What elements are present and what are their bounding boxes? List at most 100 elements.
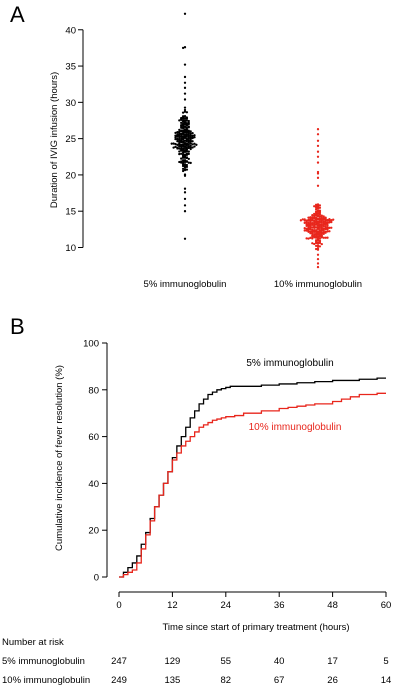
data-point: [307, 216, 310, 219]
data-point: [180, 124, 183, 128]
risk-cell: 17: [327, 656, 338, 667]
panel-a-points: [170, 12, 335, 269]
panel-b-letter: B: [10, 314, 25, 339]
data-point: [316, 128, 320, 131]
data-point: [183, 191, 187, 194]
data-point: [320, 221, 323, 224]
risk-cell: 5: [383, 656, 389, 667]
data-point: [311, 223, 314, 226]
data-point: [316, 210, 320, 213]
data-point: [183, 125, 187, 129]
data-point: [183, 160, 187, 164]
data-point: [316, 161, 320, 164]
data-point: [183, 166, 187, 169]
data-point: [299, 219, 303, 222]
y-tick-label: 80: [88, 385, 99, 396]
legend-10pct-label: 10% immunoglobulin: [249, 422, 342, 433]
panel-b-x-axis-label: Time since start of primary treatment (h…: [162, 622, 349, 633]
x-tick-label: 48: [327, 600, 338, 611]
data-point: [316, 239, 320, 242]
category-label: 5% immunoglobulin: [144, 279, 227, 290]
data-point: [181, 127, 185, 130]
data-point: [326, 224, 329, 227]
data-point: [320, 229, 323, 232]
data-point: [305, 229, 308, 232]
x-tick-label: 24: [221, 600, 232, 611]
data-point: [183, 146, 187, 150]
data-point: [183, 12, 187, 15]
data-point: [187, 122, 190, 126]
data-point: [183, 136, 187, 140]
data-point: [185, 111, 189, 114]
data-point: [180, 140, 183, 144]
data-point: [187, 157, 190, 160]
panel-a-category-labels: 5% immunoglobulin 10% immunoglobulin: [144, 279, 363, 290]
y-tick-label: 40: [65, 25, 76, 36]
data-point: [183, 143, 187, 146]
y-tick-label: 15: [65, 207, 76, 218]
data-point: [174, 131, 177, 135]
data-point: [313, 236, 316, 239]
data-point: [187, 161, 190, 164]
data-point: [183, 86, 187, 89]
data-point: [181, 141, 185, 144]
data-point: [305, 222, 308, 226]
data-point: [181, 111, 185, 114]
data-point: [185, 139, 189, 143]
data-point: [326, 226, 329, 229]
data-point: [191, 146, 194, 149]
data-point: [314, 241, 318, 245]
data-point: [316, 172, 320, 175]
data-point: [314, 223, 318, 226]
data-point: [191, 143, 194, 146]
data-point: [314, 244, 318, 247]
data-point: [316, 222, 320, 225]
data-point: [183, 114, 187, 118]
data-point: [181, 151, 185, 154]
data-point: [178, 128, 181, 132]
category-label: 10% immunoglobulin: [274, 279, 362, 290]
data-point: [181, 156, 185, 159]
data-point: [309, 236, 312, 239]
data-point: [181, 169, 185, 173]
data-point: [187, 141, 190, 144]
data-point: [330, 226, 333, 229]
data-point: [189, 161, 192, 165]
data-point: [187, 137, 190, 140]
data-point: [316, 139, 320, 142]
data-point: [307, 228, 310, 231]
data-point: [316, 253, 320, 256]
data-point: [183, 119, 187, 122]
data-point: [178, 160, 181, 164]
data-point: [185, 119, 189, 122]
data-point: [318, 241, 322, 245]
data-point: [180, 152, 183, 155]
data-point: [307, 224, 310, 227]
data-point: [313, 221, 316, 224]
data-point: [318, 245, 322, 248]
y-tick-label: 60: [88, 432, 99, 443]
risk-cell: 14: [380, 675, 392, 686]
data-point: [189, 144, 192, 148]
series-line-10pct: [119, 392, 386, 578]
data-point: [185, 124, 189, 127]
data-point: [183, 168, 187, 172]
data-point: [187, 126, 190, 129]
data-point: [313, 242, 316, 246]
data-point: [309, 217, 312, 220]
data-point: [316, 212, 320, 215]
data-point: [185, 153, 189, 157]
risk-cell: 55: [220, 656, 232, 667]
data-point: [183, 197, 187, 201]
data-point: [318, 204, 322, 207]
data-point: [311, 237, 314, 240]
data-point: [320, 224, 323, 227]
data-point: [316, 245, 320, 248]
data-point: [183, 63, 187, 66]
data-point: [316, 176, 320, 179]
data-point: [324, 223, 327, 226]
data-point: [185, 117, 189, 120]
data-point: [174, 134, 177, 137]
panel-b-series-lines: [119, 377, 386, 578]
data-point: [183, 98, 187, 101]
